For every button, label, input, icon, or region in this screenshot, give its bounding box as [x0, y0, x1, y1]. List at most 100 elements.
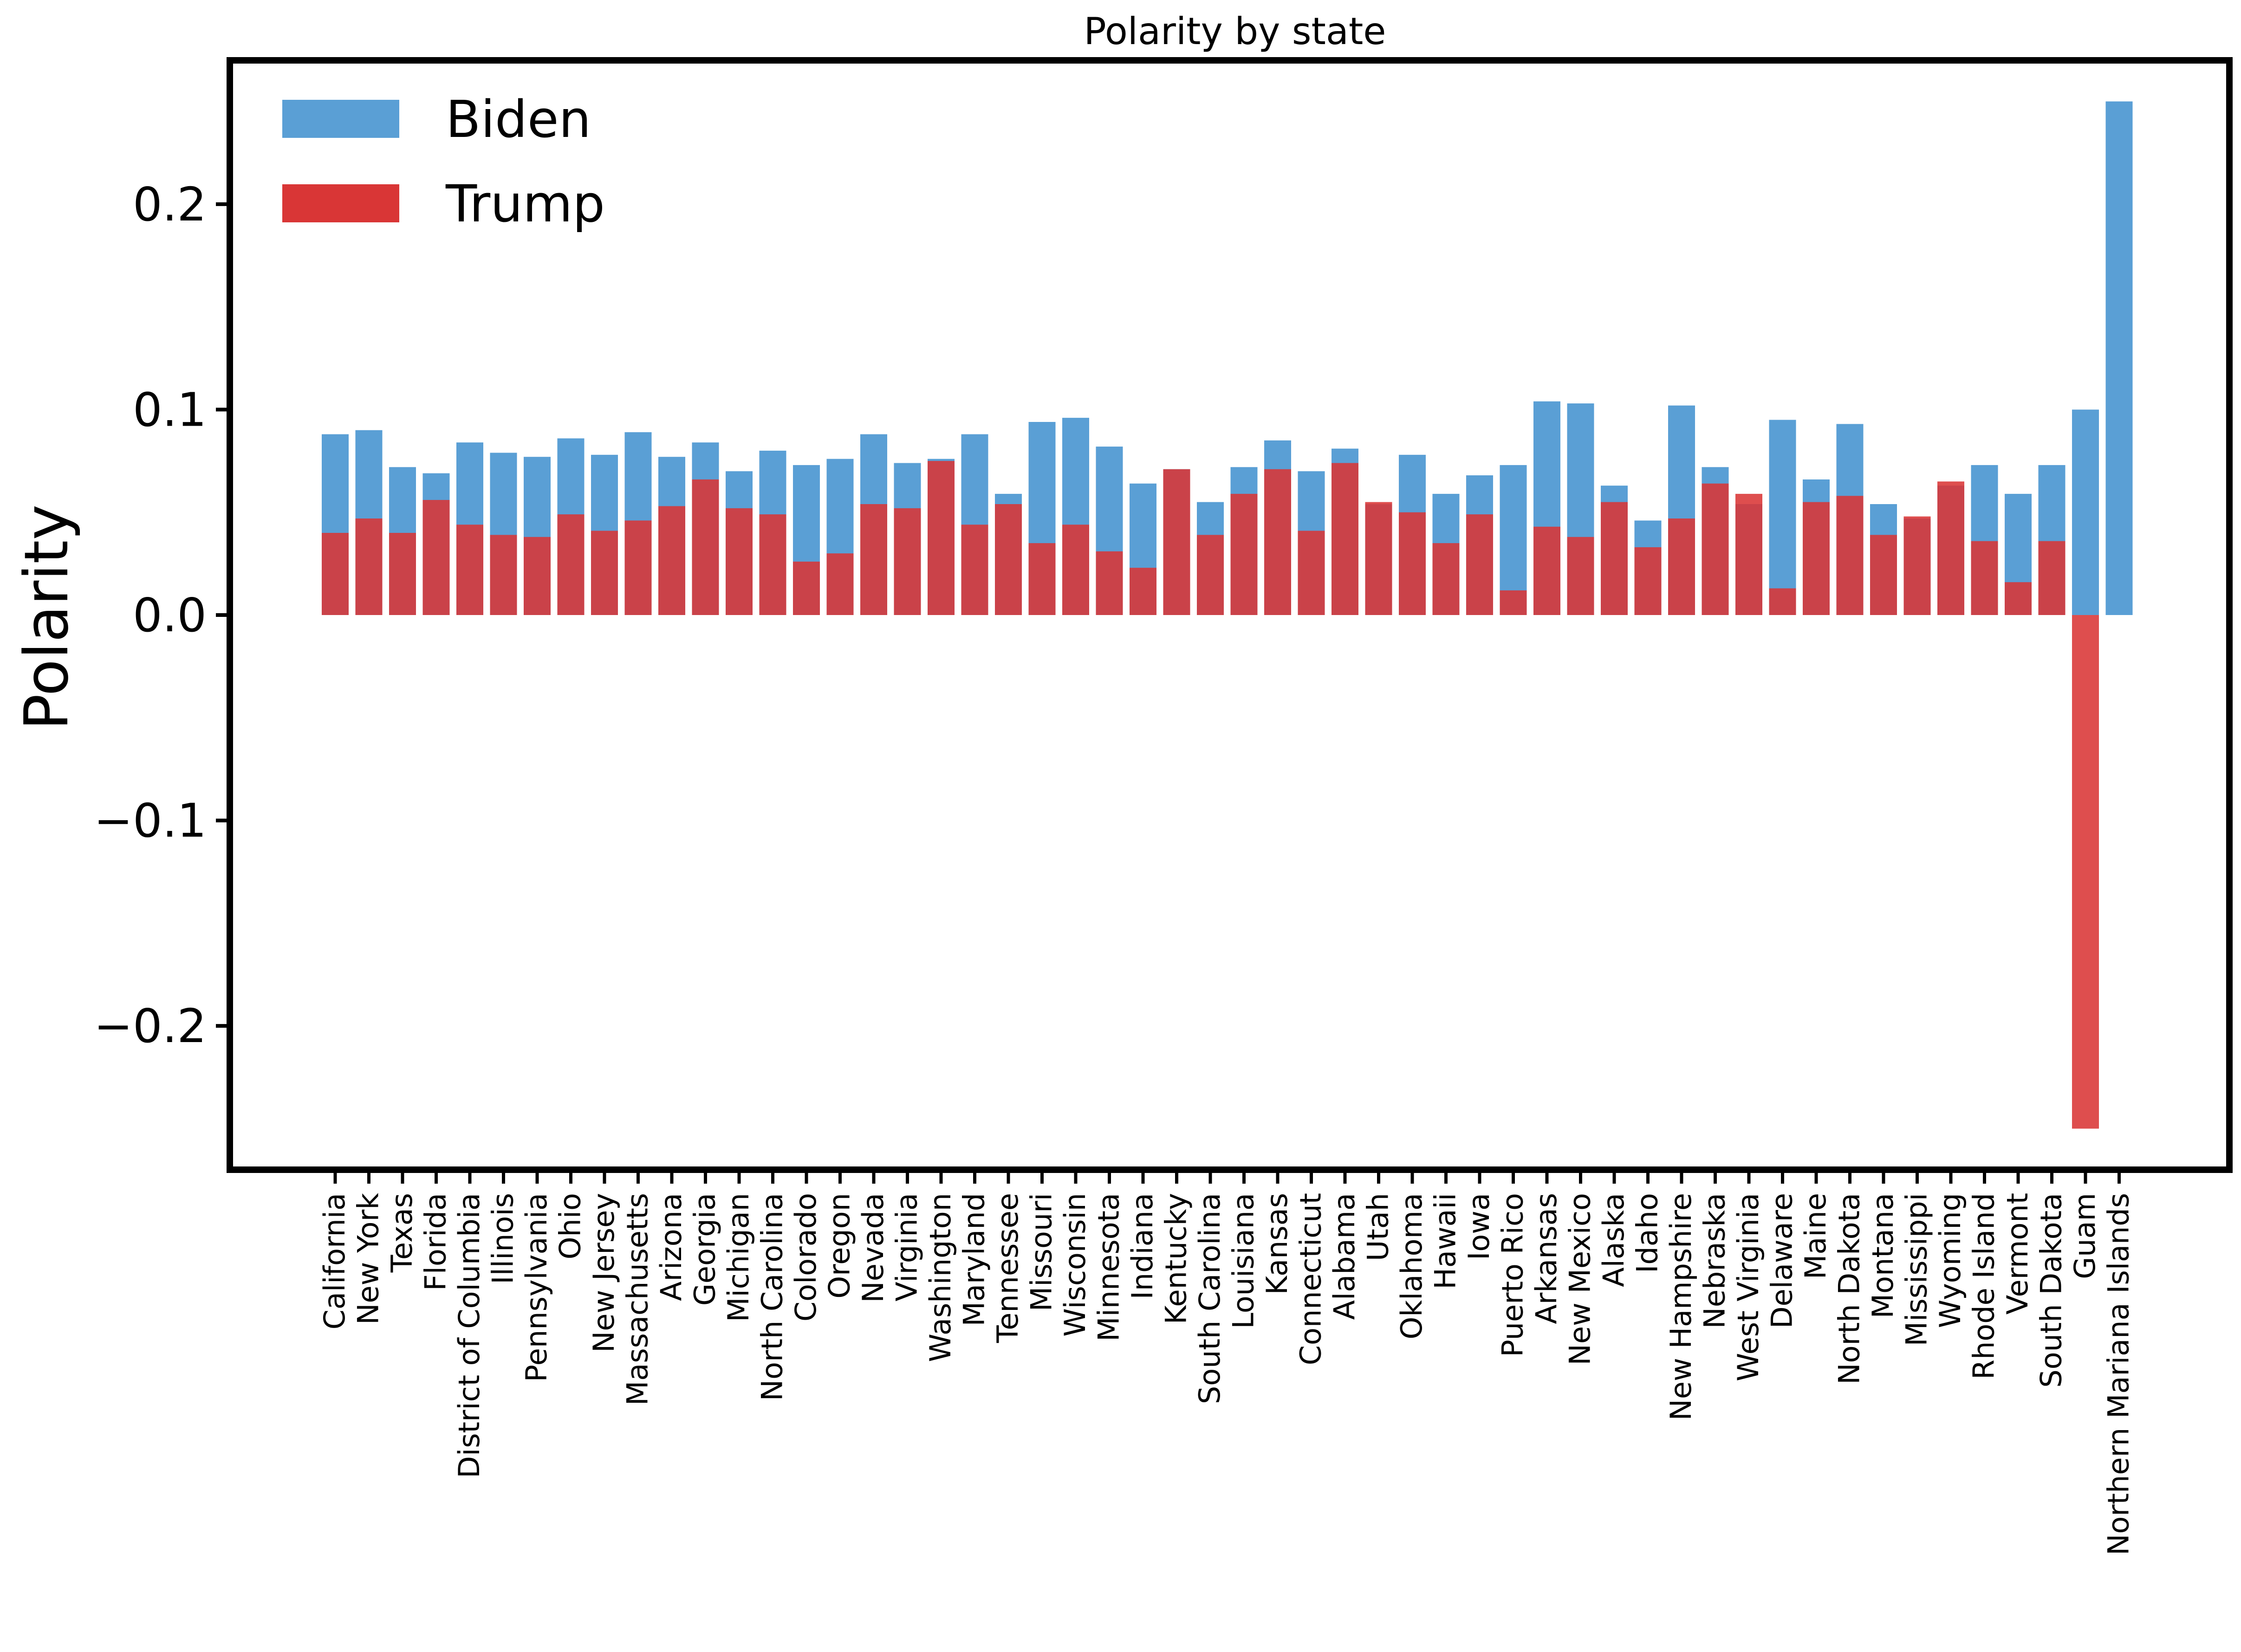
bar-biden-northern-mariana-islands — [2105, 101, 2133, 615]
x-axis-ticks: California New York Texas Florida District o… — [318, 1170, 2136, 1555]
x-tick-label: Georgia — [688, 1193, 722, 1306]
bar-trump-connecticut — [1298, 531, 1325, 615]
x-tick-label: North Carolina — [755, 1193, 789, 1401]
bar-trump-new-jersey — [591, 531, 618, 615]
legend-swatch-biden — [282, 100, 399, 138]
x-tick-label: District of Columbia — [452, 1193, 486, 1478]
bar-trump-district-of-columbia — [456, 525, 483, 615]
bar-trump-utah — [1365, 502, 1392, 615]
x-tick-label: Arizona — [654, 1193, 688, 1301]
bar-trump-alaska — [1601, 502, 1628, 615]
y-axis-ticks: −0.2 −0.1 0.0 0.1 0.2 — [94, 177, 230, 1053]
x-tick-label: West Virginia — [1731, 1193, 1765, 1381]
bar-trump-iowa — [1466, 514, 1493, 615]
bar-trump-michigan — [726, 508, 753, 615]
x-tick-label: Maine — [1799, 1193, 1832, 1279]
x-tick-label: South Dakota — [2034, 1193, 2068, 1388]
x-tick-label: Washington — [923, 1193, 957, 1362]
bar-trump-nebraska — [1702, 483, 1729, 615]
x-tick-label: Texas — [385, 1193, 419, 1273]
x-tick-label: Florida — [419, 1193, 453, 1291]
x-tick-label: Alabama — [1327, 1193, 1361, 1320]
x-tick-label: Oklahoma — [1395, 1193, 1429, 1340]
x-tick-label: New York — [351, 1193, 385, 1325]
bar-trump-illinois — [490, 535, 517, 615]
bar-trump-wyoming — [1937, 481, 1964, 615]
bar-trump-wisconsin — [1062, 525, 1089, 615]
y-tick-label: 0.2 — [133, 177, 207, 232]
x-tick-label: South Carolina — [1193, 1193, 1227, 1404]
bar-trump-tennessee — [995, 504, 1022, 615]
x-tick-label: Kansas — [1260, 1193, 1294, 1295]
bar-trump-colorado — [793, 561, 820, 615]
x-tick-label: New Mexico — [1563, 1193, 1597, 1365]
x-tick-label: Hawaii — [1429, 1193, 1462, 1289]
x-tick-label: Maryland — [957, 1193, 991, 1327]
x-tick-label: Nevada — [856, 1193, 890, 1303]
bar-biden-guam — [2072, 409, 2099, 615]
bar-trump-ohio — [557, 514, 585, 615]
bar-biden-puerto-rico — [1500, 465, 1527, 615]
bar-trump-california — [322, 533, 349, 615]
bar-trump-west-virginia — [1735, 493, 1762, 615]
bar-trump-new-mexico — [1567, 537, 1594, 615]
bar-trump-new-hampshire — [1668, 518, 1695, 615]
bar-trump-alabama — [1332, 463, 1358, 615]
bar-trump-south-carolina — [1197, 535, 1224, 615]
x-tick-label: Iowa — [1462, 1193, 1496, 1260]
bar-trump-north-dakota — [1836, 496, 1864, 615]
x-tick-label: Kentucky — [1159, 1193, 1193, 1324]
x-tick-label: Utah — [1361, 1193, 1395, 1261]
x-tick-label: Nebraska — [1698, 1193, 1732, 1328]
y-tick-label: −0.2 — [94, 999, 207, 1053]
bar-trump-delaware — [1769, 588, 1796, 615]
x-tick-label: Missouri — [1025, 1193, 1059, 1311]
bar-trump-rhode-island — [1971, 541, 1998, 615]
x-tick-label: Arkansas — [1529, 1193, 1563, 1324]
bar-trump-kentucky — [1163, 469, 1190, 615]
x-tick-label: Michigan — [721, 1193, 755, 1322]
chart-title: Polarity by state — [1084, 10, 1386, 53]
x-tick-label: Virginia — [890, 1193, 924, 1302]
bar-trump-pennsylvania — [524, 537, 551, 615]
x-tick-label: Colorado — [789, 1193, 823, 1322]
x-tick-label: Minnesota — [1092, 1193, 1126, 1341]
y-tick-label: −0.1 — [94, 794, 207, 848]
y-tick-label: 0.1 — [133, 382, 207, 437]
x-tick-label: Ohio — [553, 1193, 587, 1259]
bar-trump-florida — [422, 500, 450, 615]
bar-trump-idaho — [1634, 547, 1662, 615]
bar-trump-texas — [389, 533, 416, 615]
x-tick-label: Wyoming — [1933, 1193, 1967, 1328]
legend-label-biden: Biden — [446, 90, 591, 149]
bar-trump-maine — [1803, 502, 1830, 615]
x-tick-label: North Dakota — [1832, 1193, 1866, 1385]
x-tick-label: Alaska — [1597, 1193, 1630, 1287]
legend-label-trump: Trump — [445, 174, 605, 233]
x-tick-label: Guam — [2068, 1193, 2102, 1279]
bar-trump-hawaii — [1432, 543, 1460, 615]
bars-layer — [322, 101, 2133, 1129]
bar-trump-nevada — [860, 504, 887, 615]
bar-trump-indiana — [1130, 568, 1156, 615]
x-tick-label: Idaho — [1630, 1193, 1664, 1273]
x-tick-label: New Jersey — [587, 1193, 621, 1353]
bar-trump-missouri — [1028, 543, 1056, 615]
x-tick-label: Indiana — [1125, 1193, 1159, 1299]
bar-trump-north-carolina — [759, 514, 786, 615]
bar-trump-montana — [1870, 535, 1897, 615]
x-tick-label: New Hampshire — [1664, 1193, 1698, 1420]
x-tick-label: Northern Mariana Islands — [2102, 1193, 2136, 1555]
bar-trump-mississippi — [1903, 516, 1931, 615]
legend-swatch-trump — [282, 184, 399, 222]
bar-trump-guam — [2072, 615, 2099, 1129]
x-tick-label: Connecticut — [1294, 1193, 1328, 1365]
bar-trump-south-dakota — [2038, 541, 2066, 615]
bar-trump-maryland — [961, 525, 988, 615]
bar-trump-oregon — [826, 553, 854, 615]
bar-trump-massachusetts — [624, 520, 652, 615]
x-tick-label: Wisconsin — [1058, 1193, 1092, 1337]
x-tick-label: Pennsylvania — [520, 1193, 553, 1382]
x-tick-label: Oregon — [823, 1193, 857, 1299]
